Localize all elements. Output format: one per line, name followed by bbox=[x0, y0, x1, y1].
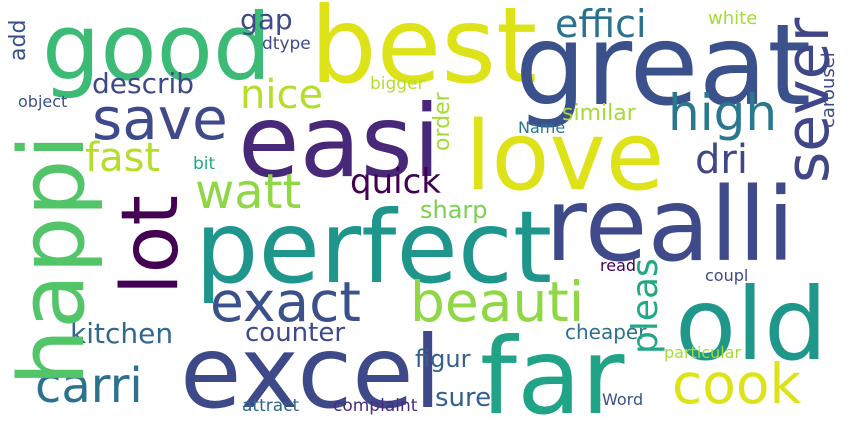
word-counter: counter bbox=[245, 318, 346, 348]
word-bigger: bigger bbox=[370, 74, 425, 94]
word-perfect: perfect bbox=[195, 189, 553, 306]
word-sever: exact bbox=[210, 270, 361, 334]
word-high: high bbox=[668, 84, 778, 142]
word-attract: attract bbox=[242, 396, 300, 416]
word-old: old bbox=[675, 266, 828, 383]
word-figur: figur bbox=[415, 345, 471, 373]
word-bit: bit bbox=[193, 154, 216, 174]
word-effici: effici bbox=[555, 2, 647, 46]
word-excel: excel bbox=[180, 314, 442, 431]
word-name: Name bbox=[518, 118, 566, 137]
word-happi: happi bbox=[0, 134, 105, 386]
word-easi: easi bbox=[238, 83, 441, 200]
word-dtype: dtype bbox=[262, 34, 311, 54]
word-best: best bbox=[310, 0, 538, 107]
word-add: add bbox=[6, 19, 31, 61]
word-far: far bbox=[480, 316, 625, 437]
word-word: Word bbox=[602, 390, 644, 409]
word-love: love bbox=[465, 102, 665, 212]
word-sure: sure bbox=[435, 383, 492, 413]
word-object: object bbox=[18, 92, 68, 111]
word-read: read bbox=[600, 256, 637, 275]
word-fast: fast bbox=[85, 135, 161, 181]
word-cook: cook bbox=[672, 352, 802, 416]
word-order: order bbox=[430, 92, 455, 151]
word-dri: dri bbox=[695, 137, 748, 183]
word-sharp: sharp bbox=[420, 196, 488, 224]
word-save: save bbox=[92, 85, 228, 153]
word-gap: gap bbox=[240, 3, 293, 36]
word-quick: quick bbox=[350, 162, 441, 202]
word-pleas: pleas bbox=[625, 258, 666, 354]
word-realli: realli bbox=[545, 166, 795, 285]
word-beauti: beauti bbox=[410, 270, 585, 334]
word-kitchen: kitchen bbox=[70, 317, 174, 350]
word-particular: particular bbox=[664, 343, 742, 362]
word-lot: lot bbox=[106, 195, 196, 295]
word-carousel: carousel bbox=[818, 52, 839, 128]
word-coupl: coupl bbox=[705, 266, 749, 285]
word-great: great bbox=[515, 1, 812, 131]
word-similar: similar bbox=[562, 101, 636, 126]
word-describ: describ bbox=[92, 67, 195, 100]
word-nice: nice bbox=[240, 72, 324, 118]
word-good: good bbox=[42, 0, 272, 101]
word-cheaper: cheaper bbox=[565, 320, 647, 344]
word-carri: carri bbox=[35, 358, 143, 414]
word-complaint: complaint bbox=[333, 396, 418, 416]
word-white: white bbox=[708, 8, 758, 29]
word-watt: watt bbox=[195, 164, 302, 220]
